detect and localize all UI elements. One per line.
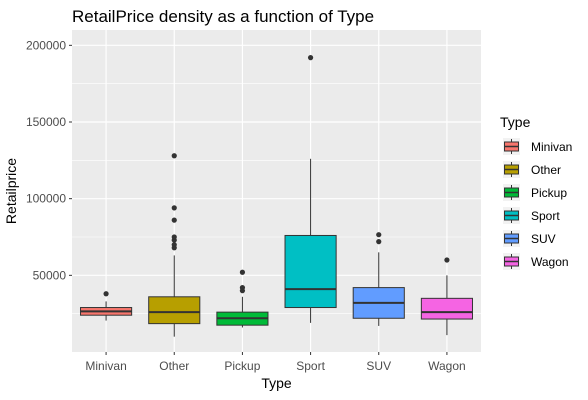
outlier-point	[103, 291, 108, 296]
legend-label: Sport	[531, 209, 560, 223]
legend-label: SUV	[531, 232, 556, 246]
plot-panel	[72, 30, 481, 352]
x-axis-label: Type	[261, 375, 292, 391]
chart-title: RetailPrice density as a function of Typ…	[72, 7, 374, 26]
x-axis: Minivan Other Pickup Sport SUV Wagon	[85, 352, 465, 373]
y-axis: 50000 100000 150000 200000	[26, 38, 72, 282]
legend-label: Other	[531, 163, 561, 177]
outlier-point	[172, 205, 177, 210]
x-tick-label: Sport	[296, 359, 325, 373]
legend-item-other: Other	[503, 161, 561, 178]
legend-item-wagon: Wagon	[503, 253, 569, 270]
x-tick-label: SUV	[366, 359, 391, 373]
legend-label: Pickup	[531, 186, 567, 200]
outlier-point	[444, 257, 449, 262]
x-tick-label: Wagon	[428, 359, 466, 373]
legend: Type Minivan Other Pickup Sport SUV Wagon	[500, 114, 572, 270]
y-tick-label: 200000	[26, 38, 66, 52]
legend-item-suv: SUV	[503, 230, 556, 247]
outlier-point	[308, 55, 313, 60]
x-tick-label: Pickup	[224, 359, 260, 373]
y-tick-label: 100000	[26, 192, 66, 206]
x-tick-label: Other	[159, 359, 189, 373]
y-axis-label: Retailprice	[3, 158, 19, 224]
legend-label: Wagon	[531, 255, 569, 269]
y-tick-label: 50000	[33, 268, 67, 282]
outlier-point	[172, 153, 177, 158]
outlier-point	[240, 270, 245, 275]
legend-item-sport: Sport	[503, 207, 560, 224]
outlier-point	[376, 232, 381, 237]
box-body	[421, 298, 472, 319]
box-body	[149, 297, 200, 324]
y-tick-label: 150000	[26, 115, 66, 129]
legend-label: Minivan	[531, 140, 572, 154]
outlier-point	[172, 242, 177, 247]
legend-item-minivan: Minivan	[503, 138, 572, 155]
outlier-point	[240, 285, 245, 290]
legend-title: Type	[500, 114, 531, 130]
legend-item-pickup: Pickup	[503, 184, 567, 201]
outlier-point	[172, 234, 177, 239]
x-tick-label: Minivan	[85, 359, 126, 373]
outlier-point	[172, 218, 177, 223]
box-body	[285, 235, 336, 307]
outlier-point	[376, 239, 381, 244]
